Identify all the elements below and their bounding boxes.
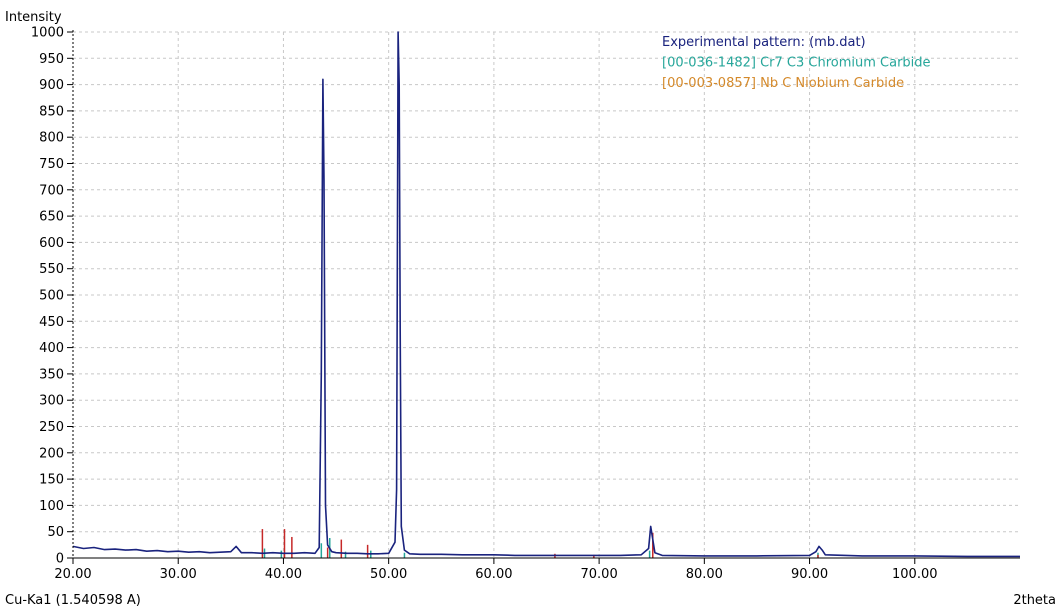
series-line-0: [72, 31, 1020, 558]
x-tick-label: 60.00: [475, 567, 512, 582]
x-tick-label: 90.00: [791, 567, 828, 582]
x-tick-label: 70.00: [581, 567, 618, 582]
y-tick-label: 500: [39, 289, 64, 304]
y-tick-label: 850: [39, 104, 64, 119]
series-layer: [72, 31, 1020, 558]
y-tick-label: 350: [39, 367, 64, 382]
y-tick-label: 700: [39, 183, 64, 198]
y-tick-label: 200: [39, 446, 64, 461]
legend-entry-1: [00-036-1482] Cr7 C3 Chromium Carbide: [662, 56, 931, 71]
x-tick-label: 20.00: [54, 567, 91, 582]
y-tick-label: 600: [39, 236, 64, 251]
y-tick-label: 800: [39, 131, 64, 146]
y-tick-label: 750: [39, 157, 64, 172]
x-tick-label: 50.00: [370, 567, 407, 582]
y-tick-label: 100: [39, 499, 64, 514]
axes: 0 50 100 150 200 250 300 350 400 450 500 550 600 650 7…: [31, 26, 1020, 582]
x-axis-title: 2theta: [1013, 593, 1056, 608]
legend-entry-2: [00-003-0857] Nb C Niobium Carbide: [662, 76, 904, 91]
grid: [73, 31, 1020, 558]
y-tick-label: 900: [39, 78, 64, 93]
x-tick-label: 30.00: [160, 567, 197, 582]
y-tick-label: 950: [39, 52, 64, 67]
radiation-label: Cu-Ka1 (1.540598 A): [5, 593, 141, 608]
y-tick-label: 400: [39, 341, 64, 356]
y-tick-label: 1000: [31, 26, 64, 41]
legend-entry-0: Experimental pattern: (mb.dat): [662, 35, 866, 50]
y-tick-label: 300: [39, 394, 64, 409]
y-tick-label: 50: [47, 525, 64, 540]
x-tick-label: 100.00: [892, 567, 938, 582]
x-tick-label: 80.00: [686, 567, 723, 582]
legend: Experimental pattern: (mb.dat) [00-036-14…: [662, 35, 931, 91]
y-tick-label: 250: [39, 420, 64, 435]
y-tick-label: 550: [39, 262, 64, 277]
y-tick-label: 150: [39, 473, 64, 488]
y-tick-label: 450: [39, 315, 64, 330]
x-tick-label: 40.00: [265, 567, 302, 582]
y-tick-label: 650: [39, 210, 64, 225]
y-axis-title: Intensity: [5, 10, 62, 25]
y-tick-label: 0: [56, 552, 64, 567]
